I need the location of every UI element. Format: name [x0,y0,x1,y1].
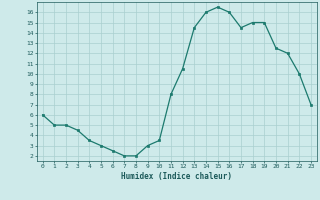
X-axis label: Humidex (Indice chaleur): Humidex (Indice chaleur) [121,172,232,181]
